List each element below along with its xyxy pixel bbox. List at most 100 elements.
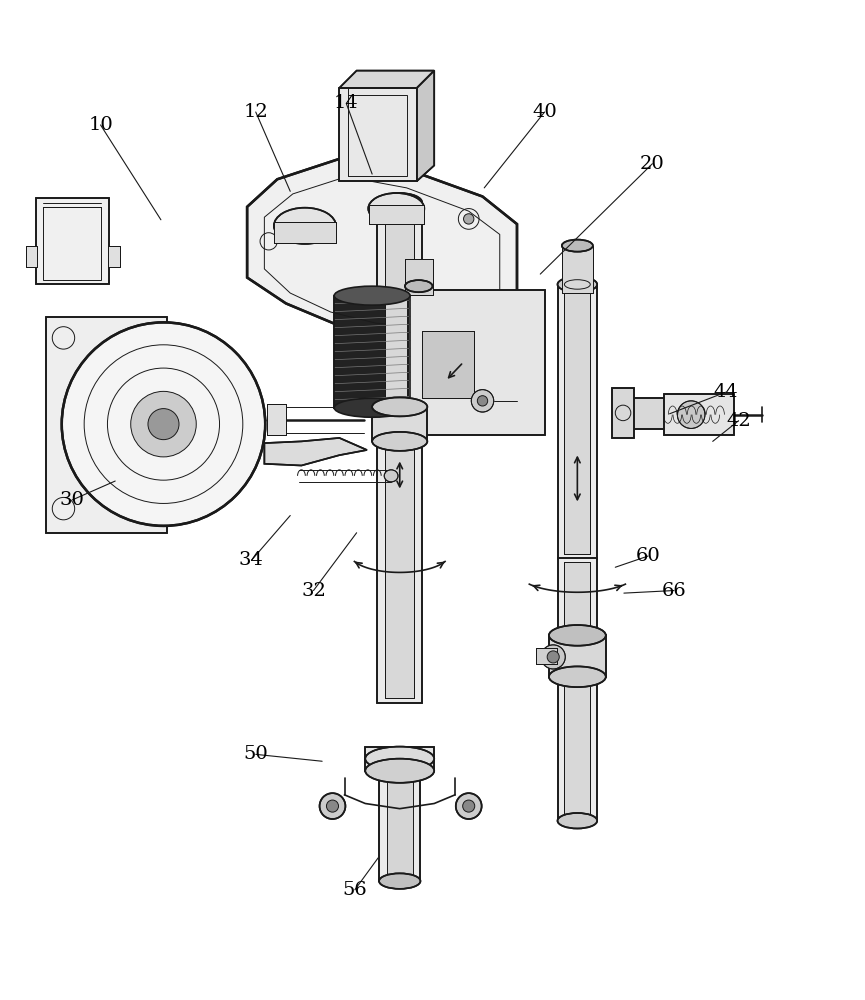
- Bar: [663, 394, 734, 435]
- Ellipse shape: [562, 240, 593, 252]
- Circle shape: [471, 390, 494, 412]
- Circle shape: [456, 793, 482, 819]
- Bar: [558, 558, 597, 821]
- Circle shape: [477, 396, 488, 406]
- Ellipse shape: [379, 761, 420, 777]
- Bar: [558, 284, 597, 559]
- Text: 44: 44: [714, 383, 738, 401]
- Text: 50: 50: [243, 745, 268, 763]
- Bar: [562, 246, 593, 293]
- Bar: [377, 418, 422, 703]
- Bar: [274, 222, 336, 243]
- Bar: [348, 95, 407, 176]
- Circle shape: [677, 401, 705, 428]
- Text: 30: 30: [60, 491, 85, 509]
- Bar: [368, 205, 424, 224]
- Circle shape: [61, 322, 266, 526]
- Bar: [387, 773, 413, 877]
- Bar: [385, 207, 414, 414]
- Ellipse shape: [334, 286, 410, 305]
- Text: 56: 56: [343, 881, 368, 899]
- Ellipse shape: [365, 747, 434, 771]
- Polygon shape: [247, 159, 517, 338]
- Bar: [405, 259, 432, 295]
- Polygon shape: [417, 71, 434, 181]
- Ellipse shape: [558, 277, 597, 292]
- Bar: [558, 284, 597, 559]
- Bar: [612, 388, 634, 438]
- Bar: [339, 88, 417, 181]
- Bar: [46, 317, 167, 533]
- Polygon shape: [339, 71, 434, 88]
- Text: 20: 20: [640, 155, 664, 173]
- Bar: [405, 259, 432, 295]
- Circle shape: [131, 391, 196, 457]
- Bar: [42, 207, 101, 280]
- Ellipse shape: [365, 759, 434, 783]
- Bar: [408, 290, 545, 435]
- Bar: [26, 246, 36, 267]
- Bar: [663, 394, 734, 435]
- Bar: [365, 747, 434, 771]
- Bar: [108, 246, 119, 267]
- Bar: [565, 289, 590, 554]
- Bar: [422, 331, 474, 398]
- Bar: [35, 198, 109, 284]
- Ellipse shape: [558, 813, 597, 829]
- Polygon shape: [265, 438, 367, 466]
- Bar: [385, 207, 414, 414]
- Ellipse shape: [368, 193, 425, 224]
- Ellipse shape: [372, 432, 427, 451]
- Bar: [108, 246, 119, 267]
- Ellipse shape: [549, 625, 605, 646]
- Ellipse shape: [549, 666, 605, 687]
- Bar: [612, 388, 634, 438]
- Circle shape: [541, 645, 566, 669]
- Bar: [339, 88, 417, 181]
- Bar: [365, 747, 434, 771]
- Bar: [379, 769, 420, 881]
- Ellipse shape: [334, 398, 410, 417]
- Bar: [408, 290, 545, 435]
- Polygon shape: [620, 398, 672, 429]
- Bar: [35, 198, 109, 284]
- Bar: [536, 648, 557, 664]
- Bar: [368, 205, 424, 224]
- Bar: [334, 296, 410, 408]
- Bar: [26, 246, 36, 267]
- Text: 60: 60: [636, 547, 661, 565]
- Text: 14: 14: [334, 94, 359, 112]
- Ellipse shape: [274, 208, 336, 244]
- Bar: [549, 635, 605, 677]
- Text: 10: 10: [88, 116, 113, 134]
- Bar: [267, 404, 286, 435]
- Ellipse shape: [384, 470, 398, 482]
- Ellipse shape: [379, 873, 420, 889]
- Circle shape: [319, 793, 345, 819]
- Bar: [372, 407, 427, 441]
- Bar: [372, 407, 427, 441]
- Bar: [46, 317, 167, 533]
- Bar: [562, 246, 593, 293]
- Bar: [274, 222, 336, 243]
- Text: 42: 42: [727, 412, 751, 430]
- Ellipse shape: [405, 280, 432, 292]
- Bar: [385, 422, 414, 698]
- Bar: [379, 769, 420, 881]
- Bar: [565, 289, 590, 554]
- Circle shape: [148, 409, 179, 440]
- Text: 32: 32: [301, 582, 326, 600]
- Bar: [536, 648, 557, 664]
- Circle shape: [464, 214, 474, 224]
- Bar: [377, 203, 422, 418]
- Bar: [558, 558, 597, 821]
- Bar: [549, 635, 605, 677]
- Bar: [377, 418, 422, 703]
- Bar: [267, 404, 286, 435]
- Circle shape: [326, 800, 338, 812]
- Text: 66: 66: [662, 582, 686, 600]
- Circle shape: [463, 800, 475, 812]
- Bar: [334, 296, 410, 408]
- Bar: [565, 562, 590, 816]
- Ellipse shape: [372, 397, 427, 416]
